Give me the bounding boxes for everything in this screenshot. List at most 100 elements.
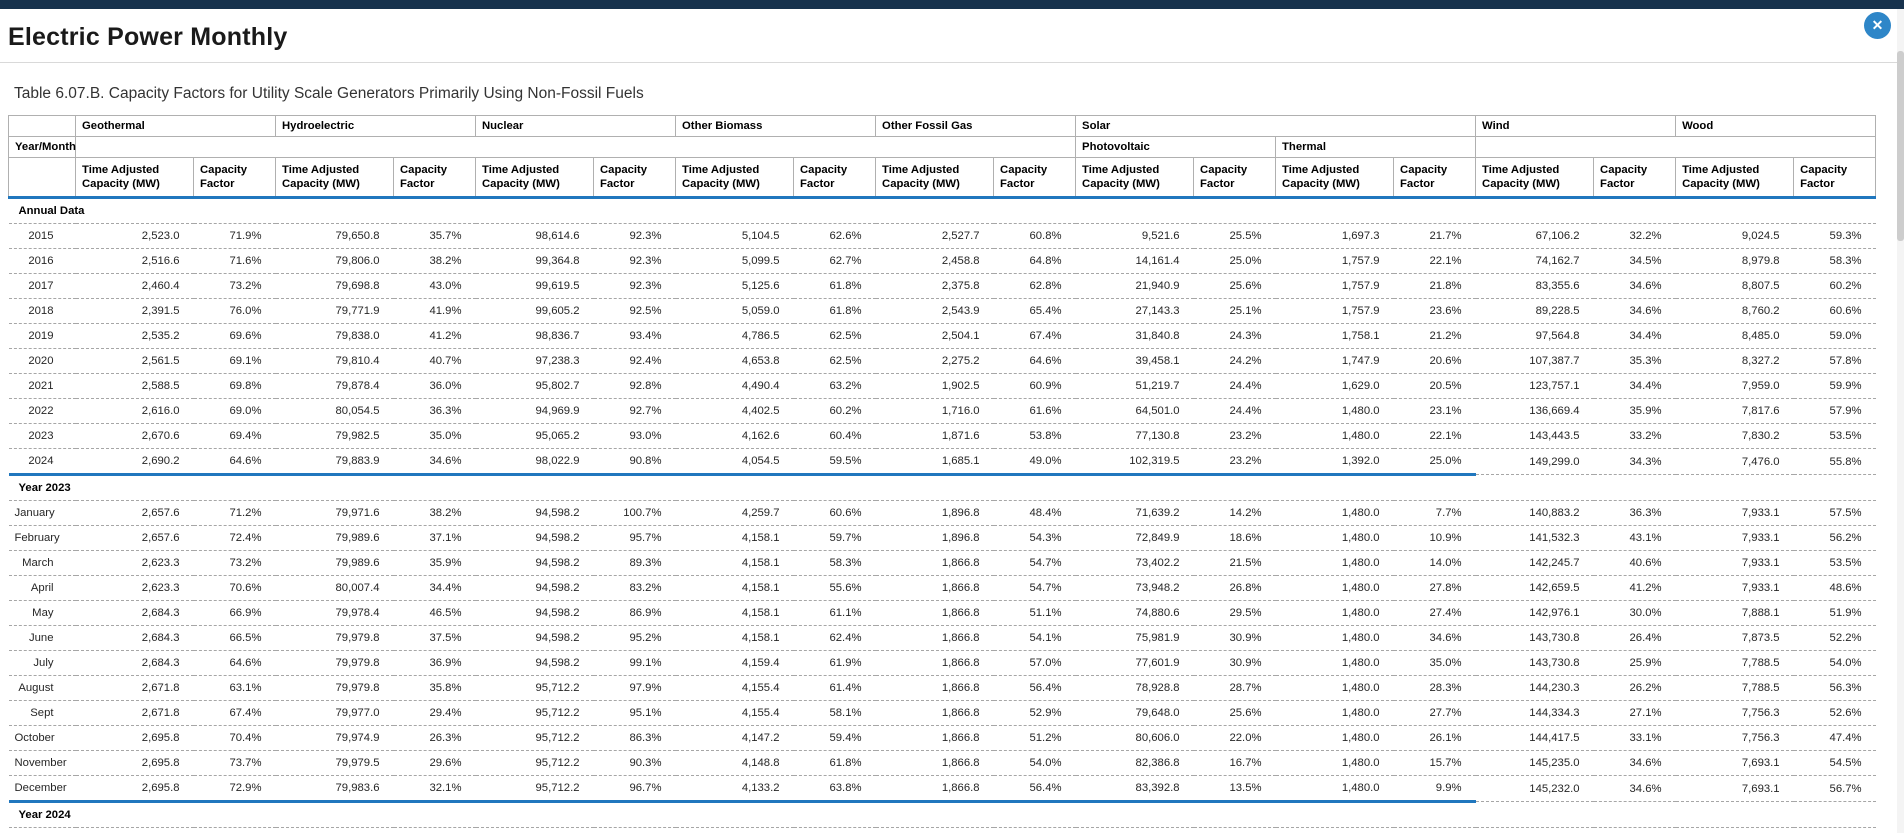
- col-group-wood: Wood: [1675, 115, 1877, 137]
- cell-capacity-factor: 57.5%: [1793, 500, 1876, 526]
- col-group-wind: Wind: [1475, 115, 1677, 137]
- cell-time-adjusted-capacity: 123,757.1: [1475, 373, 1594, 399]
- cell-time-adjusted-capacity: 72,849.9: [1075, 525, 1194, 551]
- cell-capacity-factor: 33.2%: [1593, 423, 1676, 449]
- row-label: October: [8, 725, 76, 751]
- cell-capacity-factor: 86.3%: [593, 725, 676, 751]
- cell-capacity-factor: 73.2%: [193, 273, 276, 299]
- table-row: December 2,695.8 72.9% 79,983.6 32.1% 95,712.…: [8, 775, 1876, 802]
- cell-capacity-factor: 38.2%: [393, 248, 476, 274]
- cell-time-adjusted-capacity: 1,685.1: [875, 448, 994, 475]
- cell-capacity-factor: 52.6%: [1793, 700, 1876, 726]
- table-row: 2023 2,670.6 69.4% 79,982.5 35.0% 95,065.2 93.…: [8, 423, 1876, 449]
- scrollbar-thumb[interactable]: [1897, 51, 1904, 241]
- cell-capacity-factor: 34.3%: [1593, 448, 1676, 475]
- cell-capacity-factor: 54.0%: [1793, 650, 1876, 676]
- cell-time-adjusted-capacity: 1,758.1: [1275, 323, 1394, 349]
- metric-cf-wind: Capacity Factor: [1593, 157, 1677, 199]
- cell-capacity-factor: 34.6%: [393, 448, 476, 475]
- close-button[interactable]: ✕: [1864, 12, 1891, 39]
- cell-time-adjusted-capacity: 9,521.6: [1075, 223, 1194, 249]
- cell-time-adjusted-capacity: 94,598.2: [475, 650, 594, 676]
- cell-time-adjusted-capacity: 98,614.6: [475, 223, 594, 249]
- cell-capacity-factor: 73.7%: [193, 750, 276, 776]
- cell-time-adjusted-capacity: 149,299.0: [1475, 448, 1594, 475]
- table-caption: Table 6.07.B. Capacity Factors for Utili…: [14, 85, 644, 102]
- cell-time-adjusted-capacity: 4,155.4: [675, 700, 794, 726]
- table-row: 2019 2,535.2 69.6% 79,838.0 41.2% 98,836.7 93.…: [8, 323, 1876, 349]
- cell-time-adjusted-capacity: 1,866.8: [875, 775, 994, 802]
- cell-capacity-factor: 48.6%: [1793, 575, 1876, 601]
- cell-capacity-factor: 58.3%: [1793, 248, 1876, 274]
- cell-time-adjusted-capacity: 7,476.0: [1675, 448, 1794, 475]
- cell-time-adjusted-capacity: 142,659.5: [1475, 575, 1594, 601]
- cell-capacity-factor: 16.7%: [1193, 750, 1276, 776]
- cell-capacity-factor: 92.8%: [593, 373, 676, 399]
- cell-time-adjusted-capacity: 7,756.3: [1675, 725, 1794, 751]
- cell-capacity-factor: 20.6%: [1393, 348, 1476, 374]
- cell-time-adjusted-capacity: 2,375.8: [875, 273, 994, 299]
- cell-time-adjusted-capacity: 4,148.8: [675, 750, 794, 776]
- cell-capacity-factor: 71.9%: [193, 223, 276, 249]
- row-label: January: [8, 500, 76, 526]
- cell-time-adjusted-capacity: 95,802.7: [475, 373, 594, 399]
- cell-time-adjusted-capacity: 102,319.5: [1075, 448, 1194, 475]
- col-group-solar: Solar: [1075, 115, 1477, 137]
- cell-capacity-factor: 24.4%: [1193, 373, 1276, 399]
- cell-capacity-factor: 35.0%: [393, 423, 476, 449]
- row-label: Sept: [8, 700, 76, 726]
- cell-capacity-factor: 27.4%: [1393, 600, 1476, 626]
- cell-capacity-factor: 92.3%: [593, 223, 676, 249]
- cell-time-adjusted-capacity: 7,693.1: [1675, 750, 1794, 776]
- section-row: Annual Data: [8, 197, 1876, 224]
- cell-capacity-factor: 62.5%: [793, 348, 876, 374]
- cell-capacity-factor: 43.0%: [393, 273, 476, 299]
- cell-time-adjusted-capacity: 2,690.2: [75, 448, 194, 475]
- cell-time-adjusted-capacity: 1,480.0: [1275, 700, 1394, 726]
- cell-time-adjusted-capacity: 79,979.8: [275, 675, 394, 701]
- cell-capacity-factor: 54.7%: [993, 550, 1076, 576]
- cell-capacity-factor: 48.4%: [993, 500, 1076, 526]
- cell-time-adjusted-capacity: 94,598.2: [475, 575, 594, 601]
- cell-capacity-factor: 57.9%: [1793, 398, 1876, 424]
- cell-capacity-factor: 33.1%: [1593, 725, 1676, 751]
- cell-capacity-factor: 37.1%: [393, 525, 476, 551]
- cell-capacity-factor: 70.4%: [193, 725, 276, 751]
- cell-time-adjusted-capacity: 71,639.2: [1075, 500, 1194, 526]
- cell-capacity-factor: 55.6%: [793, 575, 876, 601]
- row-label: 2021: [8, 373, 76, 399]
- cell-capacity-factor: 36.0%: [393, 373, 476, 399]
- vertical-scrollbar[interactable]: [1897, 9, 1904, 833]
- cell-time-adjusted-capacity: 9,024.5: [1675, 223, 1794, 249]
- cell-capacity-factor: 61.8%: [793, 273, 876, 299]
- cell-time-adjusted-capacity: 1,480.0: [1275, 675, 1394, 701]
- metric-tac-solar-photovoltaic: Time Adjusted Capacity (MW): [1075, 157, 1195, 199]
- cell-capacity-factor: 57.0%: [993, 650, 1076, 676]
- section-label: Year 2023: [8, 473, 1476, 501]
- cell-capacity-factor: 7.7%: [1393, 500, 1476, 526]
- cell-capacity-factor: 62.7%: [793, 248, 876, 274]
- cell-capacity-factor: 61.8%: [793, 298, 876, 324]
- cell-time-adjusted-capacity: 73,402.2: [1075, 550, 1194, 576]
- cell-capacity-factor: 51.9%: [1793, 600, 1876, 626]
- cell-time-adjusted-capacity: 94,598.2: [475, 600, 594, 626]
- cell-capacity-factor: 23.2%: [1193, 448, 1276, 475]
- cell-capacity-factor: 21.8%: [1393, 273, 1476, 299]
- cell-time-adjusted-capacity: 4,162.6: [675, 423, 794, 449]
- cell-time-adjusted-capacity: 95,712.2: [475, 675, 594, 701]
- metric-cf-wood: Capacity Factor: [1793, 157, 1877, 199]
- cell-time-adjusted-capacity: 97,564.8: [1475, 323, 1594, 349]
- cell-capacity-factor: 93.0%: [593, 423, 676, 449]
- cell-time-adjusted-capacity: 1,866.8: [875, 600, 994, 626]
- row-label: 2017: [8, 273, 76, 299]
- row-label: 2023: [8, 423, 76, 449]
- cell-time-adjusted-capacity: 79,698.8: [275, 273, 394, 299]
- cell-time-adjusted-capacity: 2,588.5: [75, 373, 194, 399]
- cell-time-adjusted-capacity: 145,232.0: [1475, 775, 1594, 802]
- cell-capacity-factor: 26.2%: [1593, 675, 1676, 701]
- cell-time-adjusted-capacity: 78,928.8: [1075, 675, 1194, 701]
- section-row: Year 2023: [8, 473, 1876, 501]
- cell-time-adjusted-capacity: 4,402.5: [675, 398, 794, 424]
- cell-capacity-factor: 60.6%: [1793, 298, 1876, 324]
- cell-time-adjusted-capacity: 95,712.2: [475, 750, 594, 776]
